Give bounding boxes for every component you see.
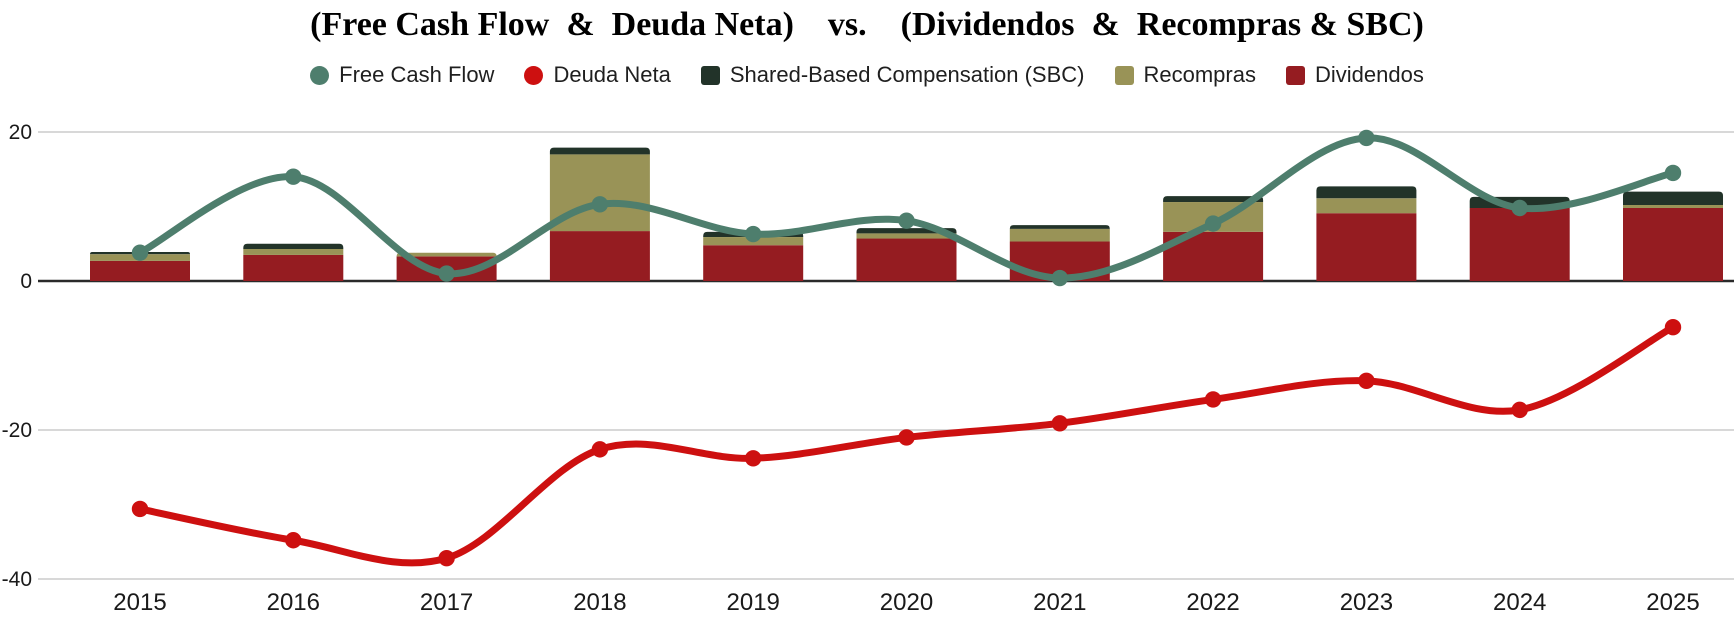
- y-axis-tick-label-0: 0: [20, 270, 32, 293]
- free-cash-flow-point-2016: [285, 168, 302, 185]
- x-axis-label-2023: 2023: [1340, 589, 1393, 616]
- y-axis-tick-label--20: -20: [2, 419, 32, 442]
- legend-item-shared-based-compensation-sbc: Shared-Based Compensation (SBC): [700, 62, 1085, 88]
- x-axis-label-2018: 2018: [573, 589, 626, 616]
- x-axis-label-2021: 2021: [1033, 589, 1086, 616]
- deuda-neta-point-2023: [1358, 372, 1375, 390]
- bar-2015-dividendos: [90, 260, 190, 281]
- bar-2016-recompras: [243, 248, 344, 255]
- bar-2016-shared-based-compensation-sbc: [243, 243, 344, 249]
- deuda-neta-marker-icon: [524, 65, 544, 85]
- bar-2020-recompras: [856, 233, 957, 239]
- deuda-neta-point-2018: [591, 441, 609, 458]
- legend-label: Free Cash Flow: [339, 62, 495, 87]
- legend-label: Dividendos: [1314, 62, 1424, 87]
- bar-2020-dividendos: [856, 238, 957, 281]
- deuda-neta-point-2017: [438, 549, 455, 567]
- legend-item-free-cash-flow: Free Cash Flow: [310, 62, 494, 88]
- bar-2016-dividendos: [243, 254, 344, 281]
- free-cash-flow-point-2019: [745, 225, 762, 243]
- bar-2019-dividendos: [703, 245, 804, 281]
- x-axis-label-2020: 2020: [880, 589, 933, 616]
- free-cash-flow-point-2020: [898, 212, 915, 229]
- free-cash-flow-point-2023: [1358, 129, 1375, 147]
- legend-item-deuda-neta: Deuda Neta: [524, 62, 671, 88]
- deuda-neta-point-2025: [1664, 318, 1682, 336]
- x-axis-label-2022: 2022: [1186, 589, 1239, 616]
- deuda-neta-point-2019: [745, 450, 762, 467]
- deuda-neta-point-2015: [131, 500, 149, 518]
- x-axis-label-2017: 2017: [420, 589, 473, 616]
- x-axis-label-2019: 2019: [727, 589, 780, 616]
- legend-item-recompras: Recompras: [1114, 62, 1256, 88]
- bar-2017-recompras: [396, 252, 497, 257]
- deuda-neta-point-2016: [285, 532, 302, 549]
- x-axis-label-2015: 2015: [113, 589, 166, 616]
- bar-2025-shared-based-compensation-sbc: [1623, 191, 1723, 206]
- recompras-marker-icon: [1114, 65, 1134, 85]
- x-axis-label-2024: 2024: [1493, 589, 1546, 616]
- bar-2023-recompras: [1316, 198, 1417, 214]
- free-cash-flow-point-2017: [438, 265, 455, 282]
- bar-2021-shared-based-compensation-sbc: [1009, 225, 1110, 229]
- y-axis-tick-label-20: 20: [9, 121, 32, 144]
- dividendos-marker-icon: [1285, 65, 1305, 85]
- deuda-neta-point-2020: [898, 429, 915, 446]
- bar-2025-recompras: [1623, 205, 1723, 208]
- bar-2023-shared-based-compensation-sbc: [1316, 186, 1417, 199]
- deuda-neta-point-2021: [1051, 415, 1069, 432]
- free-cash-flow-point-2022: [1204, 215, 1222, 232]
- chart-title: (Free Cash Flow & Deuda Neta) vs. (Divid…: [310, 6, 1424, 43]
- bar-2024-dividendos: [1469, 207, 1570, 281]
- legend-item-dividendos: Dividendos: [1285, 62, 1424, 88]
- free-cash-flow-point-2025: [1664, 164, 1682, 182]
- legend-label: Recompras: [1143, 62, 1256, 87]
- bar-2018-dividendos: [549, 231, 650, 281]
- bar-2018-shared-based-compensation-sbc: [549, 147, 650, 155]
- legend-label: Shared-Based Compensation (SBC): [729, 62, 1085, 87]
- bar-2021-recompras: [1009, 228, 1110, 242]
- free-cash-flow-point-2015: [131, 244, 149, 261]
- bar-2025-dividendos: [1623, 207, 1723, 281]
- chart-legend: Free Cash Flow Deuda Neta Shared-Based Com…: [0, 62, 1734, 88]
- x-axis-label-2025: 2025: [1646, 589, 1699, 616]
- y-axis-tick-label--40: -40: [2, 568, 32, 591]
- bar-2023-dividendos: [1316, 213, 1417, 281]
- x-axis-label-2016: 2016: [267, 589, 320, 616]
- shared-based-compensation-sbc-marker-icon: [700, 65, 720, 85]
- free-cash-flow-marker-icon: [310, 65, 330, 85]
- free-cash-flow-point-2024: [1511, 199, 1528, 217]
- deuda-neta-point-2022: [1204, 391, 1222, 408]
- legend-label: Deuda Neta: [553, 62, 671, 87]
- free-cash-flow-point-2021: [1051, 269, 1069, 287]
- deuda-neta-point-2024: [1511, 401, 1528, 419]
- bar-2022-shared-based-compensation-sbc: [1163, 196, 1264, 203]
- free-cash-flow-point-2018: [591, 196, 609, 213]
